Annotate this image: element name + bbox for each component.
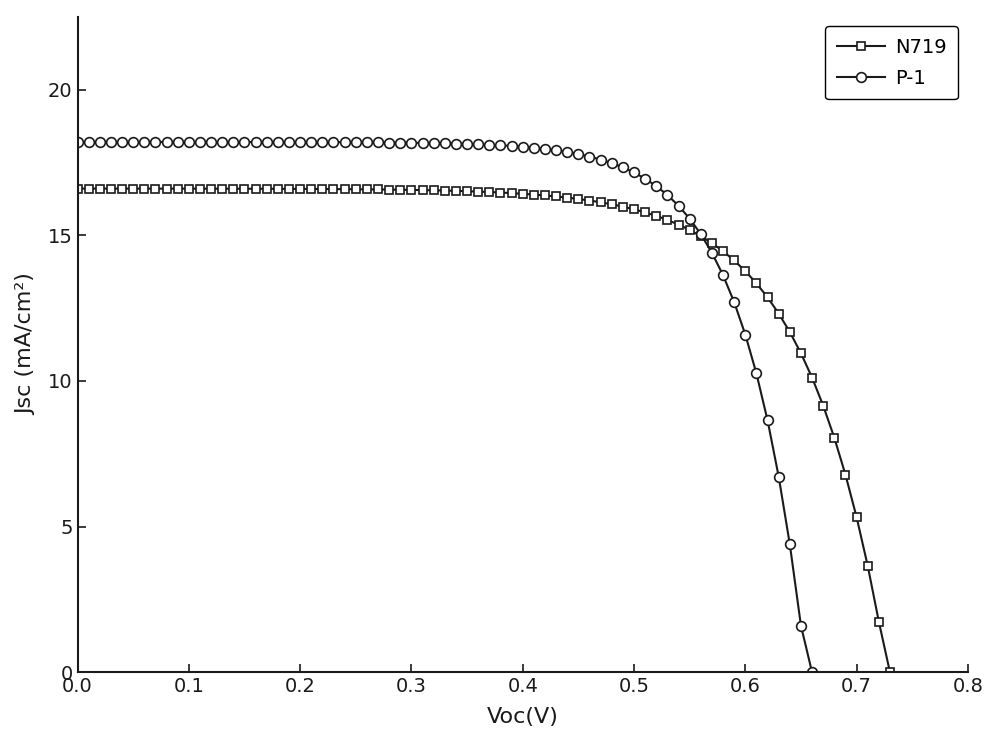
N719 <box>339 185 351 193</box>
Legend: N719, P-1: N719, P-1 <box>825 26 958 100</box>
Line: N719: N719 <box>73 185 894 676</box>
P-1 <box>72 138 84 147</box>
N719 <box>884 668 896 677</box>
N719 <box>250 185 262 193</box>
P-1 <box>183 138 195 147</box>
P-1 <box>762 416 774 425</box>
N719 <box>72 185 84 193</box>
P-1 <box>238 138 250 147</box>
X-axis label: Voc(V): Voc(V) <box>487 708 559 728</box>
P-1 <box>405 138 417 147</box>
N719 <box>528 190 540 199</box>
Line: P-1: P-1 <box>73 137 817 677</box>
Y-axis label: Jsc (mA/cm²): Jsc (mA/cm²) <box>17 274 37 415</box>
N719 <box>806 373 818 382</box>
N719 <box>238 185 250 193</box>
P-1 <box>372 138 384 147</box>
P-1 <box>628 168 640 177</box>
N719 <box>517 189 529 198</box>
P-1 <box>806 668 818 677</box>
